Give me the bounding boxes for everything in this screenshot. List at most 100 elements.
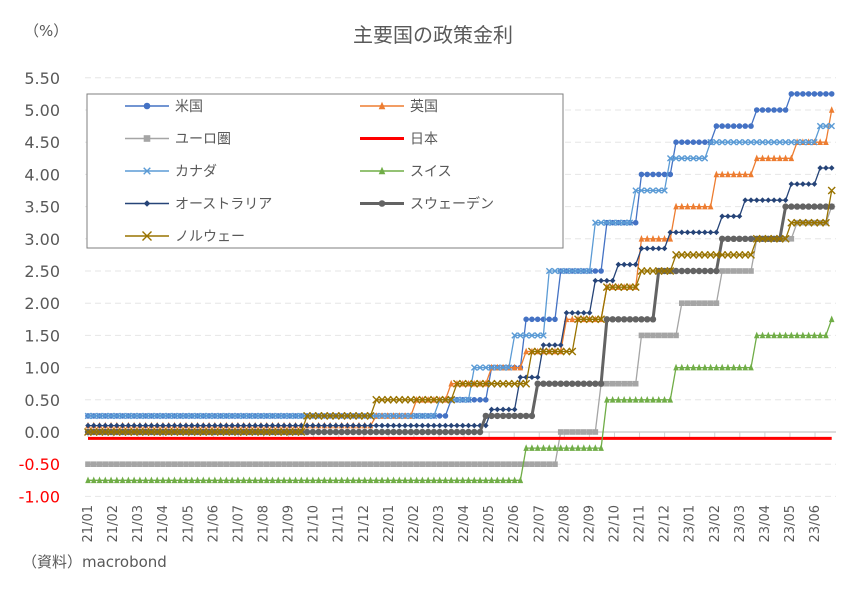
data-point	[540, 332, 547, 339]
data-point	[442, 413, 449, 419]
data-point	[366, 411, 375, 420]
data-point	[511, 332, 518, 339]
data-point	[569, 444, 576, 451]
data-point	[816, 122, 824, 130]
data-point	[765, 154, 772, 162]
data-point	[673, 332, 679, 339]
data-point	[228, 428, 237, 436]
data-point	[431, 461, 437, 467]
data-point	[476, 364, 484, 371]
x-tick-label: 21/03	[131, 505, 146, 542]
data-point	[395, 395, 404, 404]
data-point	[677, 250, 686, 259]
data-point	[574, 380, 582, 387]
data-point	[298, 412, 305, 420]
data-point	[592, 429, 599, 435]
data-point	[292, 461, 299, 467]
series-line	[88, 319, 833, 481]
data-point	[154, 422, 160, 429]
data-point	[125, 461, 132, 467]
data-point	[275, 461, 282, 467]
data-point	[771, 197, 777, 203]
data-point	[406, 395, 415, 404]
data-point	[412, 395, 421, 404]
data-point	[452, 379, 461, 388]
x-tick-label: 21/12	[357, 505, 372, 542]
data-point	[223, 476, 230, 484]
data-point	[517, 374, 524, 381]
data-point	[327, 476, 333, 484]
data-point	[194, 461, 201, 467]
data-point	[130, 412, 138, 420]
data-point	[666, 267, 675, 275]
data-point	[315, 461, 322, 467]
data-point	[459, 422, 466, 429]
data-point	[344, 476, 351, 484]
data-point	[147, 428, 156, 436]
data-point	[621, 396, 627, 403]
data-point	[679, 300, 685, 306]
legend-item: カナダ	[125, 164, 217, 180]
data-point	[465, 422, 472, 429]
data-point	[176, 412, 184, 420]
data-point	[275, 422, 282, 429]
data-point	[643, 267, 652, 275]
data-point	[327, 461, 333, 467]
data-point	[448, 422, 455, 429]
x-tick-label: 22/08	[557, 505, 572, 542]
data-point	[516, 379, 525, 388]
data-point	[465, 476, 472, 484]
data-point	[534, 444, 541, 451]
data-point	[137, 476, 143, 484]
data-point	[114, 422, 120, 429]
data-point	[667, 229, 674, 236]
data-point	[771, 331, 777, 339]
data-point	[482, 412, 489, 420]
data-point	[333, 422, 339, 429]
source-note: （資料）macrobond	[22, 553, 167, 571]
data-point	[303, 411, 312, 420]
data-point	[828, 165, 835, 171]
data-point	[275, 476, 282, 484]
data-point	[586, 310, 593, 316]
data-point	[534, 461, 541, 467]
data-point	[112, 428, 121, 436]
data-point	[153, 412, 161, 420]
data-point	[84, 428, 92, 436]
data-point	[488, 476, 495, 484]
x-tick-label: 22/04	[457, 505, 472, 542]
data-point	[615, 396, 622, 403]
data-point	[673, 202, 679, 210]
data-point	[730, 235, 737, 242]
data-point	[621, 261, 627, 268]
data-point	[367, 476, 374, 484]
data-point	[396, 428, 403, 436]
data-point	[240, 412, 247, 420]
data-point	[164, 428, 173, 436]
data-point	[627, 396, 633, 403]
y-axis-unit: （%）	[24, 22, 68, 40]
legend-marker	[143, 102, 151, 110]
data-point	[690, 202, 697, 210]
data-point	[338, 422, 345, 429]
data-point	[579, 315, 588, 324]
data-point	[402, 476, 408, 484]
data-point	[800, 331, 806, 339]
data-point	[644, 332, 651, 339]
data-point	[344, 422, 351, 429]
data-point	[793, 218, 802, 227]
data-point	[533, 347, 542, 356]
data-point	[494, 406, 501, 413]
data-point	[534, 374, 541, 381]
data-point	[171, 412, 178, 420]
data-point	[310, 461, 316, 467]
data-point	[550, 347, 559, 356]
data-point	[793, 138, 801, 146]
data-point	[441, 395, 450, 404]
data-point	[828, 203, 835, 210]
data-point	[742, 170, 749, 178]
data-point	[176, 428, 185, 436]
data-point	[563, 380, 570, 387]
data-point	[436, 422, 443, 429]
